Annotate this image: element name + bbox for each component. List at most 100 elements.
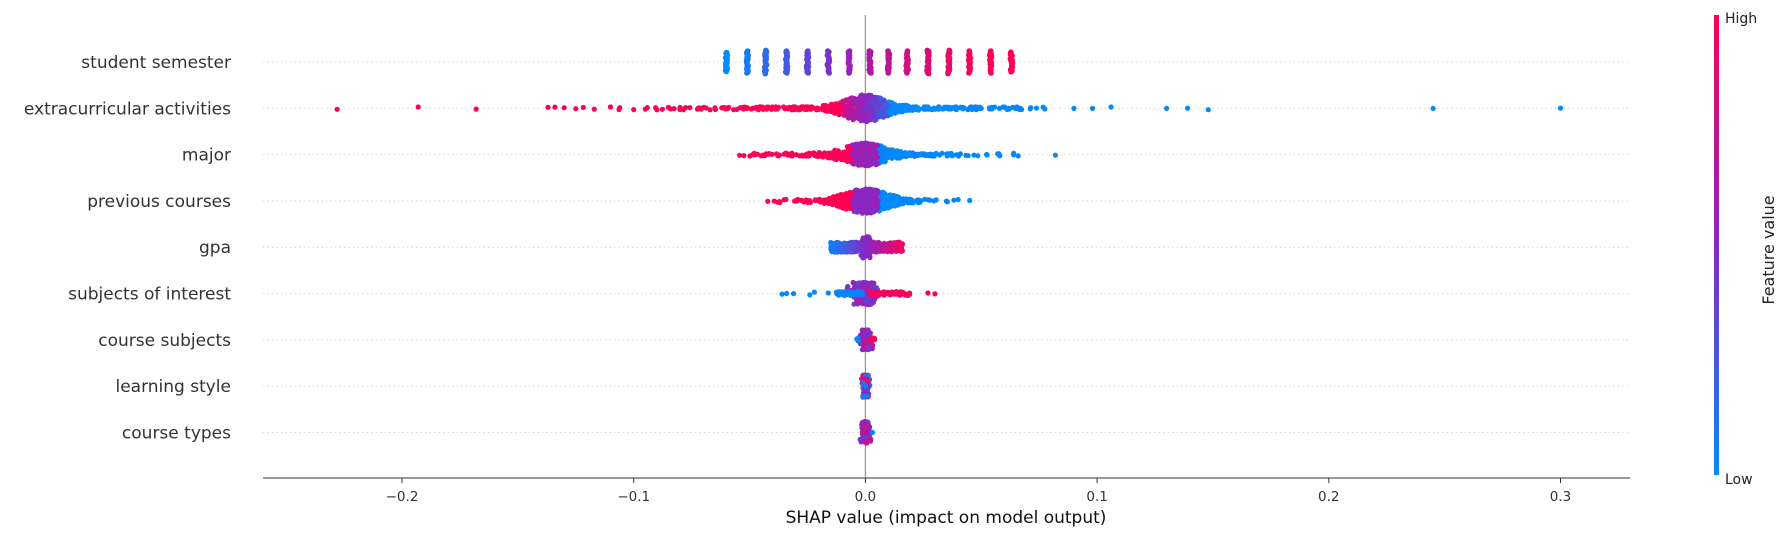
shap-point xyxy=(835,202,841,208)
shap-point xyxy=(955,196,961,203)
shap-point xyxy=(966,70,972,76)
shap-point xyxy=(870,199,876,205)
shap-point xyxy=(862,189,869,196)
shap-point xyxy=(860,196,866,202)
shap-point xyxy=(900,201,906,207)
shap-point xyxy=(872,152,878,158)
shap-point xyxy=(967,197,973,204)
shap-point xyxy=(875,205,881,211)
shap-point xyxy=(887,202,894,208)
shap-point xyxy=(415,104,421,110)
shap-point xyxy=(805,70,811,76)
x-tick-label: 0.0 xyxy=(855,489,876,505)
x-axis-ticks: −0.2 −0.1 0.0 0.1 0.2 0.3 xyxy=(386,478,1571,505)
shap-point xyxy=(858,439,864,445)
shap-point xyxy=(869,429,876,435)
shap-point xyxy=(773,105,780,111)
shap-point xyxy=(844,206,850,212)
shap-point xyxy=(935,105,941,111)
shap-point xyxy=(795,196,801,203)
shap-point xyxy=(877,101,883,107)
shap-point xyxy=(876,241,882,247)
shap-point xyxy=(915,107,922,113)
shap-point xyxy=(747,153,753,159)
shap-point xyxy=(573,106,579,112)
shap-point xyxy=(988,70,994,76)
shap-point xyxy=(827,200,833,206)
shap-point xyxy=(863,389,869,395)
shap-point xyxy=(784,70,790,76)
shap-point xyxy=(905,292,911,298)
shap-point xyxy=(838,290,844,296)
shap-point xyxy=(860,205,866,211)
shap-point xyxy=(932,291,938,297)
shap-point xyxy=(925,197,931,203)
beeswarm-points xyxy=(334,47,1564,446)
x-tick-label: 0.2 xyxy=(1318,489,1339,505)
shap-point xyxy=(869,143,875,149)
feature-label: student semester xyxy=(81,53,231,73)
shap-point xyxy=(888,105,894,111)
shap-point xyxy=(863,419,869,425)
shap-point xyxy=(855,111,861,117)
shap-point xyxy=(1184,105,1191,111)
shap-point xyxy=(875,105,881,111)
shap-point xyxy=(837,246,843,252)
shap-point xyxy=(1052,152,1058,158)
shap-point xyxy=(894,241,900,247)
shap-point xyxy=(834,242,841,248)
shap-point xyxy=(871,337,877,343)
shap-point xyxy=(871,243,878,249)
shap-point xyxy=(862,243,868,249)
shap-point xyxy=(751,150,757,156)
shap-point xyxy=(857,146,863,152)
shap-point xyxy=(873,95,879,101)
shap-point xyxy=(889,100,895,106)
shap-point xyxy=(844,144,851,150)
shap-point xyxy=(744,70,750,76)
shap-point xyxy=(864,393,870,399)
shap-point xyxy=(882,159,888,165)
shap-point xyxy=(811,289,818,295)
shap-point xyxy=(951,197,957,203)
shap-point xyxy=(763,106,769,112)
shap-point xyxy=(1430,105,1436,111)
feature-label: major xyxy=(182,146,231,166)
shap-point xyxy=(855,336,861,342)
shap-point xyxy=(839,200,845,206)
shap-point xyxy=(771,198,777,204)
shap-point xyxy=(906,198,913,204)
shap-point xyxy=(631,107,637,113)
shap-point xyxy=(1040,104,1046,110)
shap-point xyxy=(1008,69,1014,75)
shap-point xyxy=(865,429,871,435)
shap-point xyxy=(957,151,964,157)
shap-point xyxy=(837,153,843,159)
feature-label: learning style xyxy=(115,377,231,397)
shap-point xyxy=(818,197,824,204)
shap-point xyxy=(948,106,954,112)
shap-point xyxy=(580,104,586,111)
shap-point xyxy=(822,108,828,114)
x-tick-label: −0.2 xyxy=(386,489,419,505)
shap-point xyxy=(867,93,873,100)
shap-point xyxy=(992,104,998,110)
colorbar-title: Feature value xyxy=(1759,195,1778,304)
shap-point xyxy=(1089,105,1096,111)
shap-point xyxy=(799,104,805,110)
colorbar-low-label: Low xyxy=(1725,472,1753,488)
shap-point xyxy=(875,142,881,148)
shap-point xyxy=(878,147,884,153)
shap-point xyxy=(855,244,861,250)
shap-point xyxy=(786,104,792,110)
shap-point xyxy=(748,106,754,112)
shap-point xyxy=(807,292,813,298)
shap-point xyxy=(868,98,875,104)
shap-point xyxy=(1028,105,1034,111)
shap-point xyxy=(862,157,869,163)
shap-point xyxy=(884,204,890,210)
shap-point xyxy=(929,152,935,158)
shap-point xyxy=(984,151,990,158)
shap-point xyxy=(726,104,732,110)
